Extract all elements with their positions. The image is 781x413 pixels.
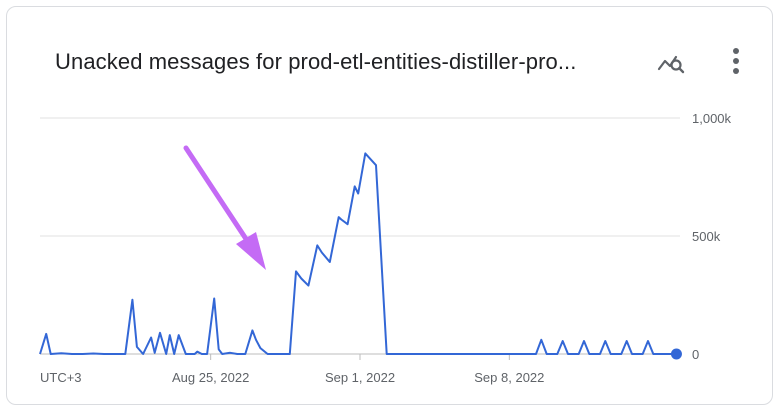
explore-chart-icon [657, 55, 685, 74]
more-options-button[interactable] [721, 45, 751, 79]
more-vert-icon [733, 48, 739, 74]
explore-chart-button[interactable] [655, 47, 689, 81]
last-point-marker [670, 348, 682, 360]
x-tick-label: Sep 8, 2022 [474, 370, 544, 385]
x-tick-label: Sep 1, 2022 [325, 370, 395, 385]
annotation-arrow [183, 145, 266, 270]
chart-title: Unacked messages for prod-etl-entities-d… [55, 49, 577, 74]
y-tick-label: 0 [692, 347, 699, 362]
chart-card: Unacked messages for prod-etl-entities-d… [6, 6, 773, 405]
y-tick-label: 1,000k [692, 111, 732, 126]
x-tick-label: Aug 25, 2022 [172, 370, 249, 385]
series-line [39, 152, 677, 355]
y-tick-label: 500k [692, 229, 721, 244]
timezone-label: UTC+3 [40, 370, 82, 385]
